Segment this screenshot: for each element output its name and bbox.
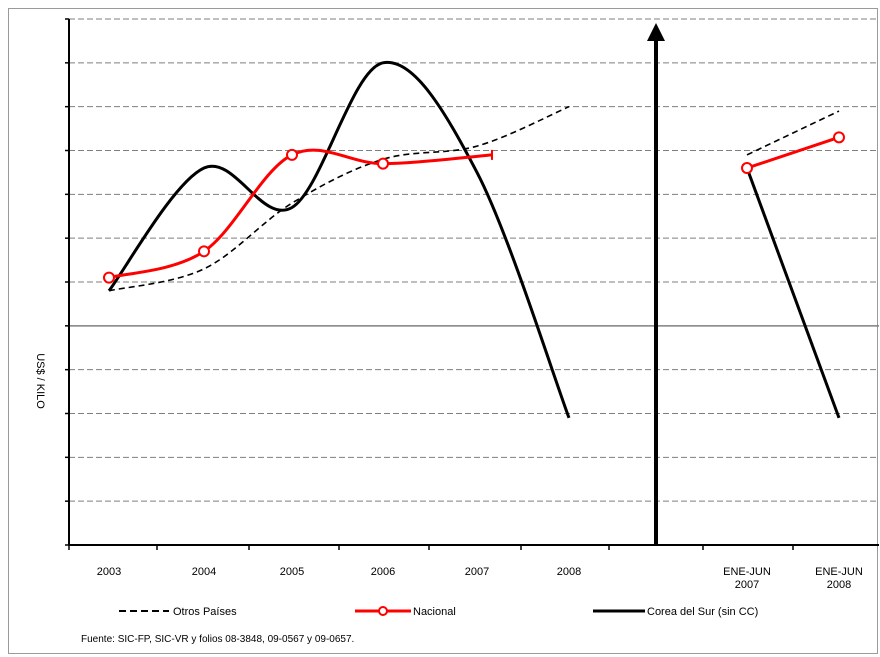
source-note: Fuente: SIC-FP, SIC-VR y folios 08-3848,… <box>81 634 354 645</box>
series-line-corea-del-sur <box>107 61 571 419</box>
series-line-nacional <box>108 148 493 280</box>
divider-arrow-head <box>647 23 665 41</box>
series-line-otros-paises-right <box>746 110 840 156</box>
nacional-point <box>286 148 298 161</box>
x-tick-label: 2007 <box>735 579 759 591</box>
x-tick-label: 2005 <box>280 566 304 578</box>
series-line-corea-del-sur-right <box>745 167 841 419</box>
nacional-point <box>741 162 753 175</box>
chart-canvas: 2003 2004 2005 2006 2007 2008 ENE-JUN2007ENE-J… <box>34 18 879 645</box>
x-tick-label: 2008 <box>557 566 581 578</box>
grid-lines <box>69 18 879 502</box>
legend-label-nacional: Nacional <box>413 606 456 618</box>
nacional-point <box>377 157 389 170</box>
x-tick-label: 2003 <box>97 566 121 578</box>
series-line-otros-paises <box>108 105 570 292</box>
x-tick-labels: 2003 2004 2005 2006 2007 2008 ENE-JUN2007ENE-J… <box>97 566 863 591</box>
x-tick-label: ENE-JUN <box>815 566 863 578</box>
series-layer <box>103 61 845 419</box>
nacional-point <box>103 271 115 284</box>
series-line-nacional-right <box>746 135 840 170</box>
legend-label-otros-paises: Otros Países <box>173 606 237 618</box>
x-tick-label: ENE-JUN <box>723 566 771 578</box>
x-tick-label: 2004 <box>192 566 216 578</box>
axes <box>65 18 879 550</box>
legend-marker-nacional <box>378 606 388 616</box>
legend-label-corea-del-sur: Corea del Sur (sin CC) <box>647 606 758 618</box>
nacional-point <box>198 245 210 258</box>
nacional-point <box>833 131 845 144</box>
x-tick-label: 2006 <box>371 566 395 578</box>
x-tick-label: 2008 <box>827 579 851 591</box>
y-axis-label: US$ / KILO <box>34 353 46 409</box>
chart-frame: 2003 2004 2005 2006 2007 2008 ENE-JUN 2007 ENE-J… <box>8 8 879 654</box>
legend: Otros Países Nacional Corea del Sur (sin C… <box>119 606 758 618</box>
x-tick-label: 2007 <box>465 566 489 578</box>
